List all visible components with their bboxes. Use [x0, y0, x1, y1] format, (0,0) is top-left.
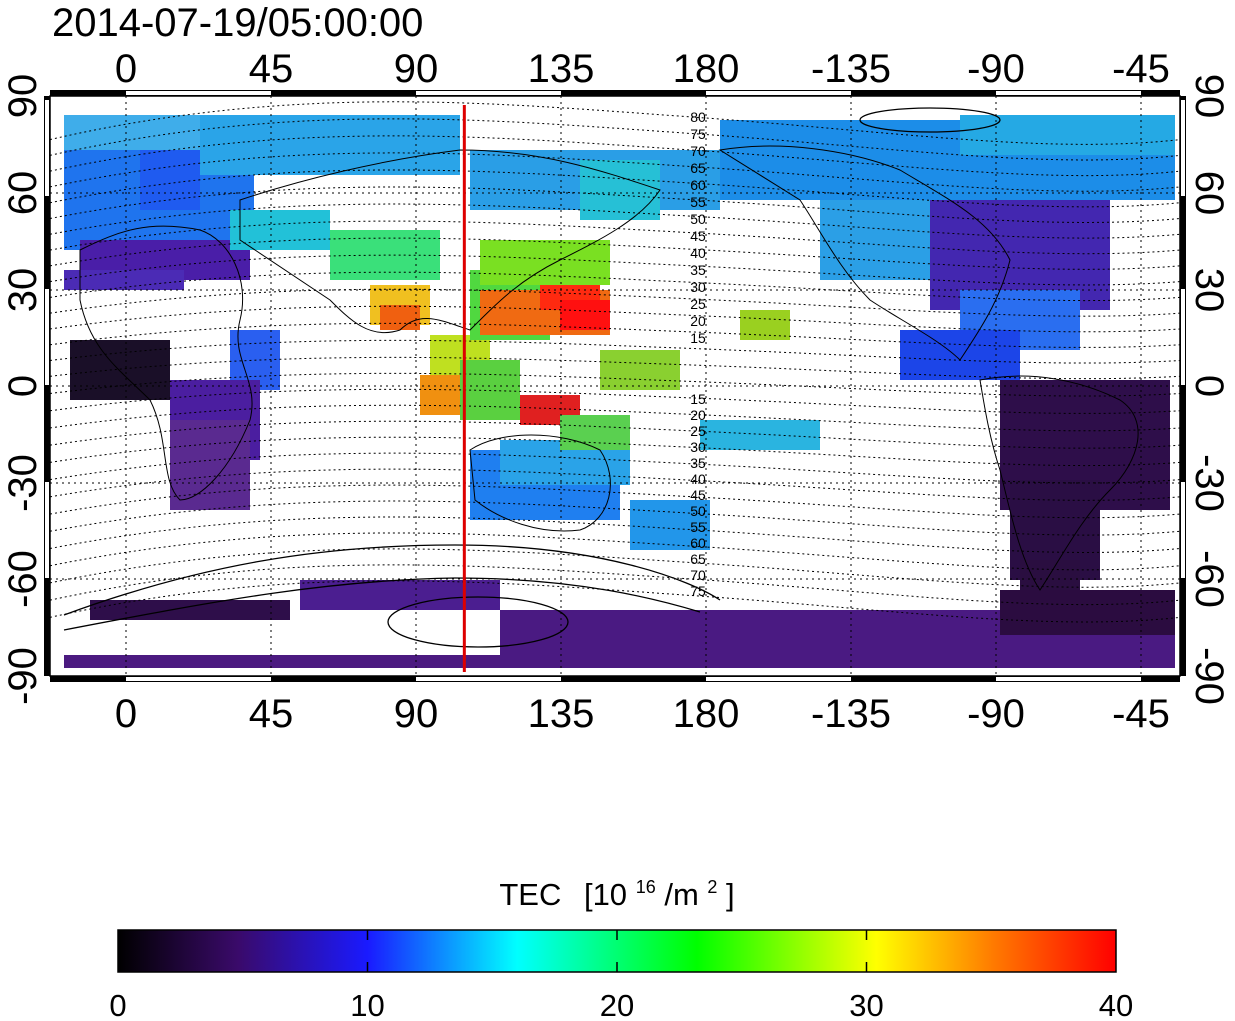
bottom-lon-tick-label: -90 [967, 692, 1025, 736]
mlat-label: 65 [690, 551, 706, 567]
mlat-label: 60 [690, 177, 706, 193]
top-longitude-tick-labels: 0 45 90 135 180 -135 -90 -45 [115, 47, 1170, 91]
left-lat-tick-label: -30 [1, 454, 45, 512]
bottom-lon-tick-label: 45 [249, 692, 294, 736]
mlat-label: 25 [690, 423, 706, 439]
coastlines [79, 145, 1139, 591]
bottom-lon-tick-label: 180 [673, 692, 740, 736]
top-lon-tick-label: 180 [673, 47, 740, 91]
colorbar-title: TEC [10 16 /m 2 ] [499, 865, 734, 912]
bottom-lon-tick-label: 135 [528, 692, 595, 736]
colorbar: TEC [10 16 /m 2 ] 0 10 20 30 40 [109, 865, 1133, 1021]
left-lat-tick-label: 30 [1, 268, 45, 313]
mlat-label: 30 [690, 279, 706, 295]
left-lat-tick-label: 0 [1, 375, 45, 397]
mlat-label: 35 [690, 455, 706, 471]
tec-data-layer [64, 115, 1175, 668]
top-lon-tick-label: 0 [115, 47, 137, 91]
bottom-longitude-tick-labels: 0 45 90 135 180 -135 -90 -45 [115, 692, 1170, 736]
map-border-ticks [44, 90, 1186, 682]
left-lat-tick-label: -90 [1, 647, 45, 705]
colorbar-tick-label: 20 [600, 988, 634, 1021]
mlat-label: 40 [690, 245, 706, 261]
mlat-label: 15 [690, 391, 706, 407]
mlat-label: 80 [690, 109, 706, 125]
bottom-lon-tick-label: 90 [394, 692, 439, 736]
mlat-label: 20 [690, 407, 706, 423]
left-lat-tick-label: -60 [1, 550, 45, 608]
mlat-label: 55 [690, 519, 706, 535]
left-lat-tick-label: 90 [1, 74, 45, 119]
top-lon-tick-label: -135 [811, 47, 891, 91]
top-lon-tick-label: -45 [1112, 47, 1170, 91]
bottom-lon-tick-label: 0 [115, 692, 137, 736]
mlat-label: 75 [690, 583, 706, 599]
mlat-label: 35 [690, 262, 706, 278]
colorbar-tick-label: 0 [109, 988, 126, 1021]
mlat-label: 65 [690, 160, 706, 176]
timestamp-title: 2014-07-19/05:00:00 [52, 1, 423, 45]
mlat-label: 25 [690, 296, 706, 312]
mlat-label: 70 [690, 143, 706, 159]
mlat-label: 20 [690, 313, 706, 329]
mlat-label: 50 [690, 211, 706, 227]
top-lon-tick-label: 45 [249, 47, 294, 91]
mlat-label: 15 [690, 330, 706, 346]
mlat-label: 75 [690, 126, 706, 142]
mlat-label: 70 [690, 567, 706, 583]
mlat-label: 45 [690, 228, 706, 244]
top-lon-tick-label: -90 [967, 47, 1025, 91]
colorbar-tick-label: 40 [1099, 988, 1133, 1021]
bottom-lon-tick-label: -45 [1112, 692, 1170, 736]
right-latitude-tick-labels: 90 60 30 0 -30 -60 -90 [1187, 74, 1231, 705]
right-lat-tick-label: 30 [1187, 268, 1231, 313]
bottom-lon-tick-label: -135 [811, 692, 891, 736]
top-lon-tick-label: 135 [528, 47, 595, 91]
top-lon-tick-label: 90 [394, 47, 439, 91]
left-latitude-tick-labels: 90 60 30 0 -30 -60 -90 [1, 74, 45, 705]
mlat-label: 30 [690, 439, 706, 455]
colorbar-tick-label: 30 [849, 988, 883, 1021]
mlat-label: 40 [690, 471, 706, 487]
colorbar-tick-label: 10 [350, 988, 384, 1021]
magnetic-pole-contours [63, 107, 1001, 648]
right-lat-tick-label: 90 [1187, 74, 1231, 119]
lat-lon-grid [50, 96, 1180, 676]
right-lat-tick-label: -60 [1187, 550, 1231, 608]
mlat-label: 50 [690, 503, 706, 519]
right-lat-tick-label: -90 [1187, 647, 1231, 705]
mlat-label: 55 [690, 194, 706, 210]
mlat-label: 60 [690, 535, 706, 551]
mlat-label: 45 [690, 487, 706, 503]
right-lat-tick-label: 60 [1187, 171, 1231, 216]
left-lat-tick-label: 60 [1, 171, 45, 216]
colorbar-ticks: 0 10 20 30 40 [109, 930, 1133, 1021]
magnetic-latitude-contours [50, 101, 1180, 623]
right-lat-tick-label: -30 [1187, 454, 1231, 512]
right-lat-tick-label: 0 [1187, 375, 1231, 397]
